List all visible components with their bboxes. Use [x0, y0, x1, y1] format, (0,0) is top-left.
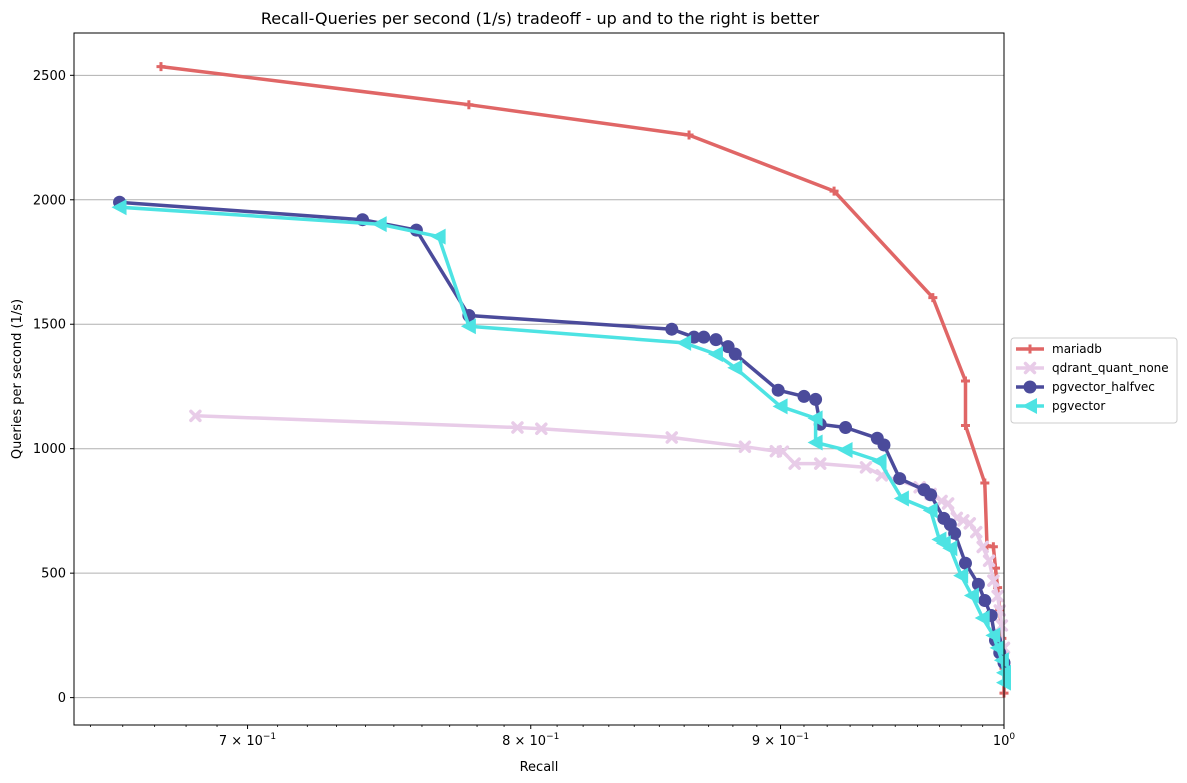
- series-layer: [111, 62, 1011, 698]
- legend-swatch-marker: [1023, 380, 1037, 394]
- legend-box: [1010, 337, 1178, 424]
- chart-title: Recall-Queries per second (1/s) tradeoff…: [261, 9, 820, 28]
- legend-swatch-marker: [1025, 344, 1035, 354]
- data-point: [665, 431, 679, 444]
- data-point: [788, 457, 801, 470]
- data-point: [941, 497, 955, 510]
- data-point: [922, 502, 938, 519]
- data-point: [797, 389, 811, 403]
- data-point: [111, 199, 127, 216]
- data-point: [813, 457, 827, 470]
- data-point: [928, 293, 938, 303]
- data-point: [809, 392, 823, 406]
- data-point: [684, 130, 694, 140]
- data-point: [156, 62, 166, 72]
- data-point: [953, 567, 969, 584]
- data-point: [371, 216, 387, 233]
- data-point: [942, 540, 958, 557]
- legend-label: mariadb: [1052, 342, 1102, 356]
- data-point: [982, 554, 996, 567]
- data-point: [665, 322, 679, 336]
- y-tick-label: 1500: [33, 318, 66, 333]
- data-point: [807, 410, 823, 427]
- x-tick-label: 9 × 10−1: [752, 732, 809, 749]
- data-point: [771, 383, 785, 397]
- data-point: [991, 589, 1004, 603]
- data-point: [511, 421, 524, 434]
- data-point: [839, 421, 853, 435]
- data-point: [460, 318, 476, 335]
- legend-item: qdrant_quant_none: [1016, 361, 1169, 375]
- data-point: [697, 330, 711, 344]
- data-point: [728, 347, 742, 361]
- y-tick-label: 1000: [33, 442, 66, 457]
- legend-item: pgvector: [1016, 398, 1105, 414]
- data-point: [963, 587, 979, 604]
- data-point: [974, 609, 990, 626]
- x-axis-title: Recall: [520, 760, 559, 775]
- data-point: [924, 488, 938, 502]
- legend: mariadb qdrant_quant_none pgvector_halfvec…: [1010, 337, 1178, 424]
- x-tick-label: 100: [993, 732, 1016, 749]
- legend-swatch-marker: [1023, 361, 1037, 375]
- data-point: [738, 440, 752, 453]
- data-point: [989, 639, 1005, 656]
- data-point: [871, 453, 887, 470]
- series-pgvector: [111, 199, 1011, 691]
- y-tick-label: 2000: [33, 193, 66, 208]
- y-axis-title: Queries per second (1/s): [10, 299, 25, 459]
- gridlines: [74, 74, 1004, 699]
- data-point: [189, 409, 202, 423]
- legend-swatch-marker: [1022, 398, 1037, 414]
- axis-ticks: 0 500 1000 1500 2000 2500 7 × 10−1 8 × 10−1 9 × …: [33, 69, 1016, 749]
- data-point: [988, 542, 998, 552]
- data-point: [727, 359, 743, 376]
- data-point: [985, 627, 1001, 644]
- data-point: [969, 525, 983, 539]
- x-tick-label: 7 × 10−1: [219, 732, 276, 749]
- data-point: [859, 461, 873, 474]
- data-point: [957, 514, 970, 527]
- data-point: [877, 438, 891, 452]
- data-point: [430, 228, 446, 245]
- series-qdrant_quant_none: [189, 409, 1011, 655]
- data-point: [807, 434, 823, 451]
- data-point: [976, 540, 989, 554]
- legend-item: pgvector_halfvec: [1016, 380, 1155, 394]
- data-point: [709, 333, 723, 347]
- data-point: [464, 100, 474, 110]
- data-point: [987, 574, 1000, 587]
- data-point: [676, 334, 692, 351]
- data-point: [980, 478, 990, 488]
- y-tick-label: 0: [58, 691, 66, 706]
- data-point: [978, 594, 992, 608]
- y-tick-label: 500: [41, 567, 66, 582]
- data-point: [772, 398, 788, 415]
- data-point: [776, 445, 790, 458]
- x-tick-label: 8 × 10−1: [502, 732, 559, 749]
- data-point: [829, 186, 839, 196]
- data-point: [958, 556, 972, 570]
- data-point: [960, 376, 970, 386]
- legend-label: pgvector: [1052, 399, 1105, 413]
- data-point: [948, 526, 962, 540]
- legend-label: pgvector_halfvec: [1052, 380, 1155, 394]
- plot-frame: [73, 32, 1005, 726]
- data-point: [837, 441, 853, 458]
- data-point: [707, 346, 723, 363]
- data-point: [535, 422, 548, 436]
- data-point: [893, 472, 907, 486]
- data-point: [960, 421, 970, 431]
- legend-item: mariadb: [1016, 342, 1102, 356]
- legend-label: qdrant_quant_none: [1052, 361, 1169, 375]
- data-point: [893, 490, 909, 507]
- data-point: [993, 652, 1009, 669]
- y-tick-label: 2500: [33, 69, 66, 84]
- data-point: [971, 577, 985, 591]
